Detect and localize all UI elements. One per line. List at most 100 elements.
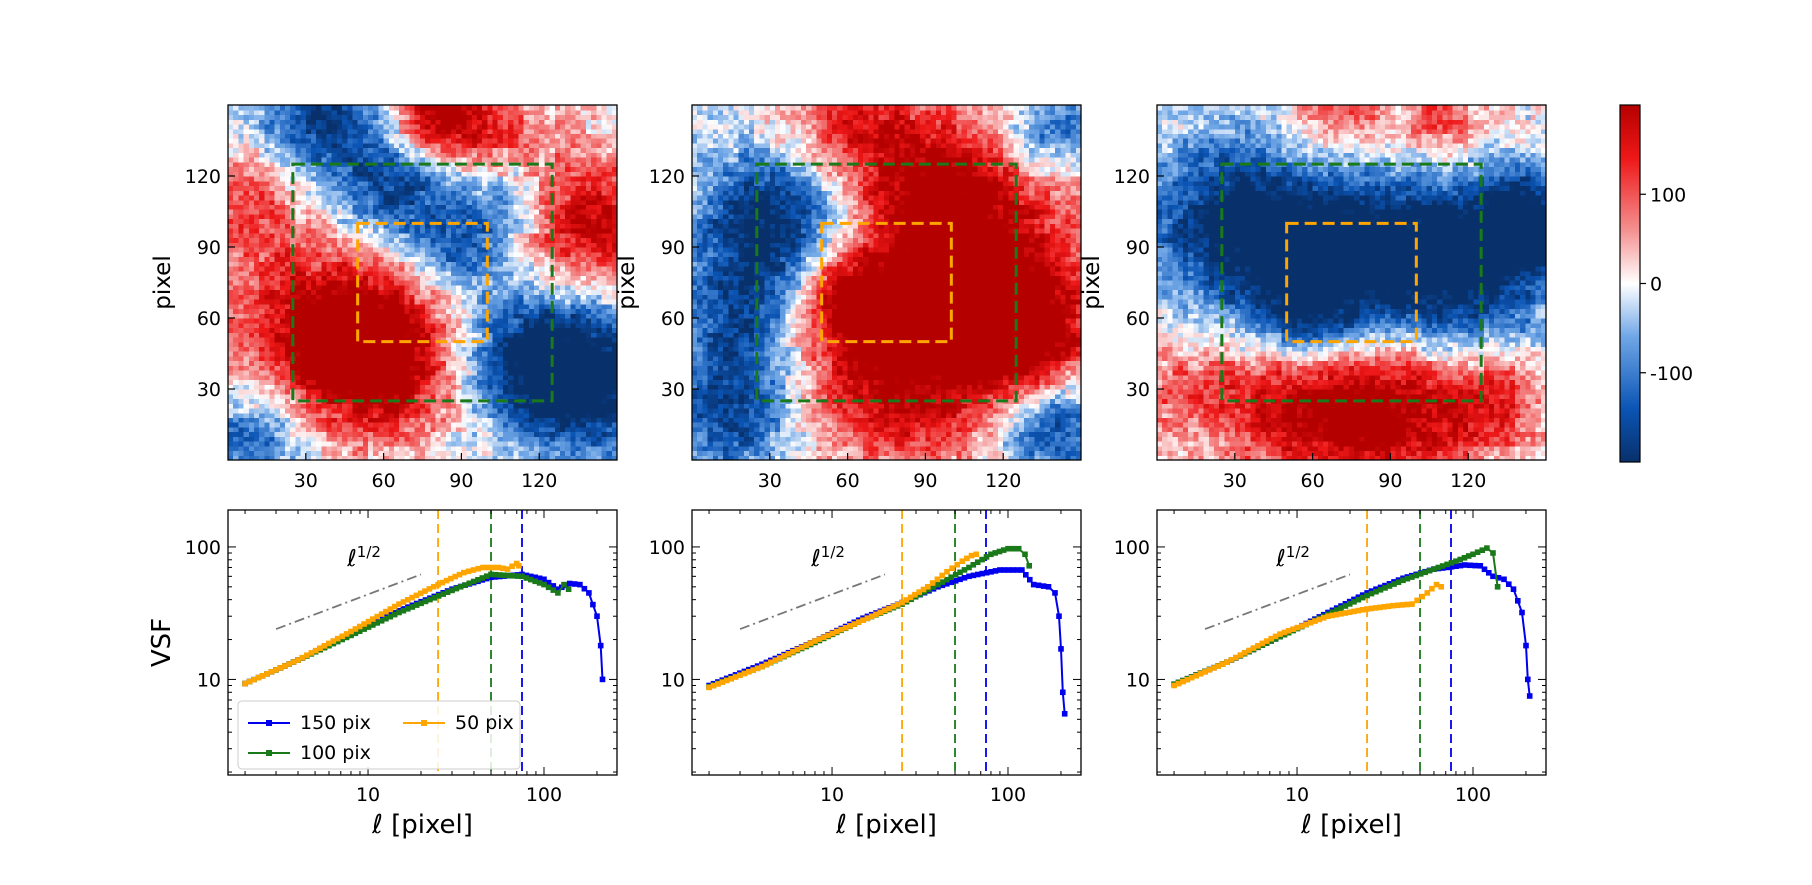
heatmap-cell	[440, 232, 447, 239]
heatmap-cell	[253, 142, 260, 149]
heatmap-cell	[342, 128, 348, 134]
heatmap-cell	[445, 157, 452, 163]
heatmap-cell	[419, 204, 426, 210]
heatmap-cell	[482, 308, 488, 314]
heatmap-cell	[336, 346, 343, 352]
heatmap-cell	[435, 412, 442, 418]
heatmap-cell	[305, 275, 312, 281]
heatmap-cell	[285, 351, 291, 357]
heatmap-cell	[482, 341, 488, 347]
heatmap-cell	[445, 365, 452, 371]
heatmap-cell	[259, 445, 265, 452]
heatmap-cell	[253, 346, 260, 352]
heatmap-cell	[336, 303, 343, 310]
heatmap-cell	[336, 228, 343, 234]
heatmap-cell	[419, 389, 426, 395]
heatmap-cell	[362, 251, 369, 258]
heatmap-cell	[544, 114, 551, 120]
heatmap-cell	[487, 313, 494, 319]
heatmap-cell	[285, 166, 291, 172]
heatmap-cell	[451, 114, 457, 120]
heatmap-cell	[466, 426, 473, 433]
heatmap-cell	[388, 355, 395, 362]
heatmap-cell	[518, 251, 525, 258]
heatmap-cell	[425, 299, 431, 305]
heatmap-cell	[279, 393, 286, 400]
heatmap-cell	[321, 275, 328, 281]
heatmap-cell	[285, 327, 291, 333]
heatmap-cell	[269, 436, 276, 442]
heatmap-cell	[539, 109, 545, 116]
heatmap-cell	[559, 284, 566, 291]
heatmap-cell	[321, 123, 328, 130]
heatmap-cell	[228, 199, 234, 205]
heatmap-cell	[347, 190, 354, 196]
heatmap-cell	[559, 161, 566, 168]
heatmap-cell	[362, 190, 369, 196]
heatmap-cell	[414, 417, 421, 423]
heatmap-cell	[409, 455, 416, 461]
heatmap-cell	[492, 185, 499, 191]
heatmap-cell	[290, 123, 297, 130]
heatmap-cell	[269, 133, 276, 139]
heatmap-cell	[264, 114, 271, 120]
heatmap-cell	[534, 403, 540, 409]
heatmap-cell	[264, 355, 271, 362]
heatmap-cell	[228, 351, 234, 357]
heatmap-cell	[295, 171, 302, 177]
heatmap-cell	[518, 199, 525, 205]
heatmap-cell	[508, 341, 514, 347]
heatmap-cell	[414, 346, 421, 352]
heatmap-cell	[342, 284, 348, 291]
heatmap-cell	[269, 232, 276, 239]
heatmap-cell	[497, 403, 504, 409]
heatmap-cell	[248, 119, 255, 125]
heatmap-cell	[274, 138, 281, 144]
heatmap-cell	[565, 389, 571, 395]
heatmap-cell	[362, 403, 369, 409]
heatmap-cell	[471, 322, 478, 329]
heatmap-cell	[544, 441, 551, 447]
heatmap-cell	[248, 280, 255, 286]
heatmap-cell	[476, 360, 483, 366]
heatmap-cell	[295, 251, 302, 258]
heatmap-cell	[279, 445, 286, 452]
heatmap-cell	[259, 412, 265, 418]
heatmap-cell	[269, 284, 276, 291]
heatmap-cell	[269, 275, 276, 281]
heatmap-cell	[466, 441, 473, 447]
heatmap-cell	[248, 360, 255, 366]
heatmap-cell	[534, 441, 540, 447]
heatmap-cell	[492, 152, 499, 158]
heatmap-cell	[393, 284, 400, 291]
heatmap-cell	[430, 450, 437, 456]
heatmap-cell	[368, 275, 374, 281]
heatmap-cell	[544, 218, 551, 224]
heatmap-cell	[357, 450, 364, 456]
heatmap-cell	[492, 232, 499, 239]
heatmap-cell	[482, 336, 488, 343]
heatmap-cell	[466, 336, 473, 343]
heatmap-cell	[502, 247, 509, 253]
heatmap-cell	[259, 171, 265, 177]
heatmap-cell	[342, 303, 348, 310]
heatmap-cell	[310, 190, 317, 196]
heatmap-cell	[316, 318, 322, 324]
heatmap-cell	[305, 318, 312, 324]
heatmap-cell	[259, 232, 265, 239]
heatmap-cell	[295, 223, 302, 229]
heatmap-cell	[414, 176, 421, 182]
heatmap-cell	[544, 275, 551, 281]
heatmap-cell	[445, 294, 452, 300]
heatmap-cell	[295, 327, 302, 333]
heatmap-cell	[518, 384, 525, 390]
heatmap-cell	[544, 355, 551, 362]
heatmap-cell	[357, 185, 364, 191]
heatmap-cell	[559, 256, 566, 262]
heatmap-cell	[513, 147, 520, 153]
heatmap-cell	[435, 176, 442, 182]
heatmap-cell	[300, 176, 307, 182]
heatmap-cell	[435, 119, 442, 125]
heatmap-cell	[559, 417, 566, 423]
heatmap-cell	[456, 223, 462, 229]
